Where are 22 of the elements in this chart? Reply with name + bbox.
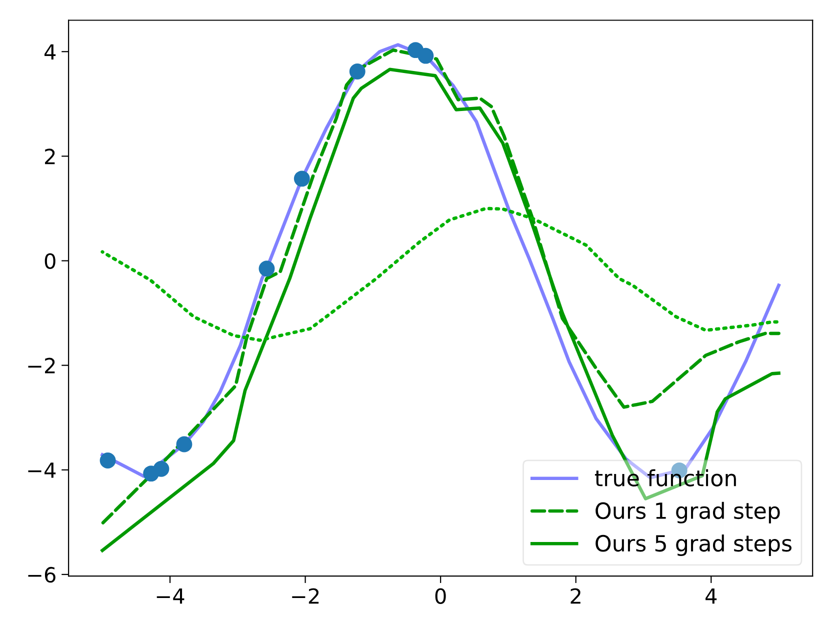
y-tick-label: −6 bbox=[28, 566, 56, 583]
x-tick-label: 2 bbox=[570, 588, 580, 604]
legend-label: true function bbox=[594, 469, 736, 486]
point bbox=[153, 460, 170, 477]
x-tick-label: −4 bbox=[156, 588, 184, 604]
legend-label: Ours 5 grad steps bbox=[596, 534, 792, 556]
point bbox=[294, 170, 310, 187]
point bbox=[176, 436, 192, 452]
point bbox=[100, 452, 116, 468]
y-tick-label: −4 bbox=[28, 462, 56, 478]
point bbox=[258, 260, 275, 277]
y-tick-label: 2 bbox=[45, 148, 55, 164]
y-tick-label: −2 bbox=[28, 358, 55, 374]
x-tick-label: −2 bbox=[292, 588, 319, 604]
y-tick-label: 4 bbox=[44, 44, 56, 60]
y-tick-label: 0 bbox=[44, 253, 56, 269]
point bbox=[418, 48, 434, 64]
line-series bbox=[100, 206, 780, 342]
legend-label: Ours 1 grad step bbox=[596, 502, 780, 524]
x-tick-label: 4 bbox=[706, 588, 717, 604]
point bbox=[349, 64, 366, 80]
x-tick-label: 0 bbox=[435, 588, 446, 604]
